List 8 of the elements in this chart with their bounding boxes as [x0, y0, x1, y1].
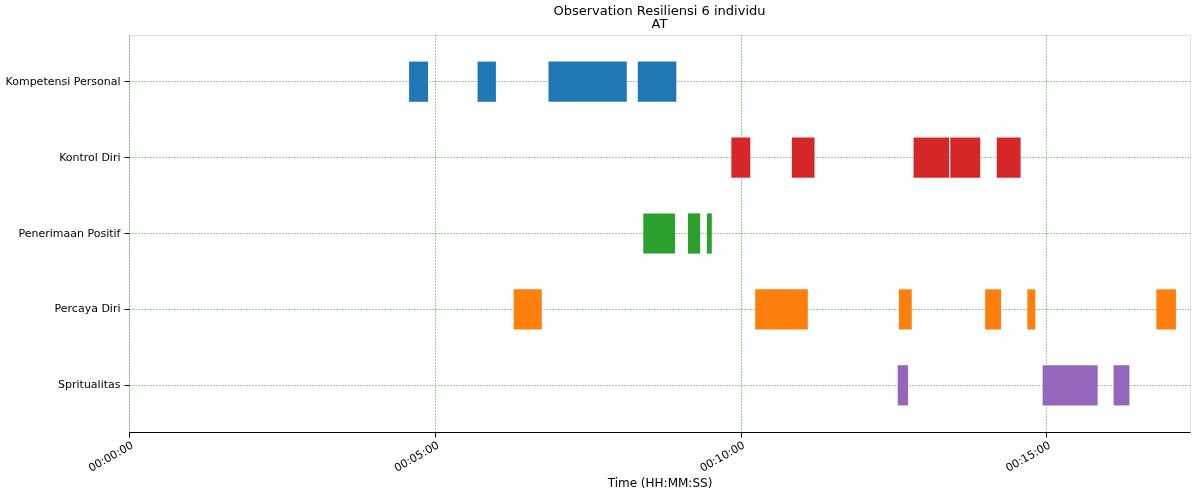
x-axis-title: Time (HH:MM:SS)	[606, 475, 713, 490]
y-tick-label: Percaya Diri	[54, 302, 121, 316]
y-tick-label: Spritualitas	[58, 378, 121, 392]
y-tick-label: Kompetensi Personal	[5, 74, 121, 88]
y-tick-label: Kontrol Diri	[59, 150, 121, 164]
chart-title: Observation Resiliensi 6 individu	[553, 3, 766, 18]
y-tick-label: Penerimaan Positif	[18, 226, 122, 240]
chart-subtitle: AT	[651, 16, 668, 31]
